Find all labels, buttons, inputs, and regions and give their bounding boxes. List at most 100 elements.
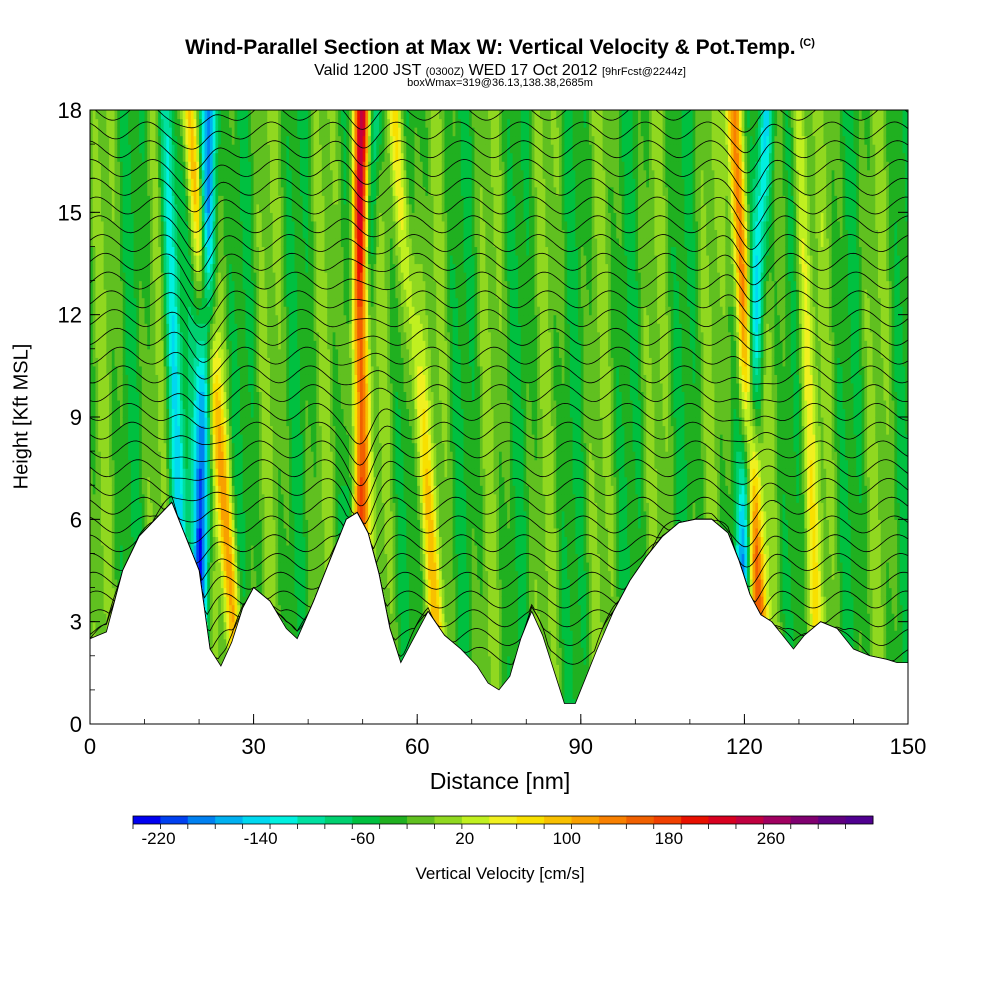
- velocity-cell: [182, 280, 187, 290]
- velocity-cell: [111, 365, 116, 375]
- velocity-cell: [171, 476, 176, 486]
- velocity-cell: [149, 135, 154, 145]
- velocity-cell: [166, 237, 170, 248]
- velocity-cell: [163, 169, 167, 179]
- velocity-cell: [90, 553, 94, 563]
- velocity-cell: [144, 169, 148, 179]
- velocity-cell: [114, 519, 118, 529]
- velocity-cell: [147, 417, 151, 427]
- velocity-cell: [190, 118, 195, 128]
- velocity-cell: [114, 561, 118, 572]
- velocity-cell: [158, 178, 162, 188]
- velocity-cell: [152, 152, 157, 162]
- velocity-cell: [193, 374, 197, 384]
- velocity-cell: [171, 118, 176, 128]
- velocity-cell: [179, 144, 184, 154]
- velocity-cell: [190, 519, 195, 529]
- velocity-cell: [166, 135, 170, 145]
- velocity-cell: [182, 382, 187, 393]
- velocity-cell: [117, 399, 121, 410]
- velocity-cell: [196, 374, 200, 384]
- velocity-cell: [141, 382, 146, 393]
- velocity-cell: [188, 220, 192, 230]
- velocity-cell: [188, 178, 192, 188]
- velocity-cell: [193, 212, 197, 222]
- velocity-cell: [141, 127, 146, 137]
- velocity-cell: [190, 510, 195, 520]
- velocity-cell: [117, 297, 121, 307]
- velocity-cell: [90, 169, 94, 179]
- velocity-cell: [103, 110, 107, 120]
- velocity-cell: [119, 357, 124, 367]
- velocity-cell: [163, 391, 167, 401]
- velocity-cell: [158, 502, 162, 512]
- velocity-cell: [98, 314, 102, 324]
- velocity-cell: [169, 374, 173, 384]
- velocity-cell: [106, 135, 110, 145]
- velocity-cell: [144, 203, 148, 213]
- velocity-cell: [98, 553, 102, 563]
- velocity-cell: [114, 254, 118, 265]
- velocity-cell: [190, 254, 195, 265]
- velocity-cell: [155, 459, 159, 469]
- velocity-cell: [92, 110, 97, 120]
- velocity-cell: [147, 237, 151, 248]
- velocity-cell: [190, 169, 195, 179]
- velocity-cell: [117, 220, 121, 230]
- velocity-cell: [106, 161, 110, 171]
- velocity-cell: [144, 510, 148, 520]
- velocity-cell: [114, 118, 118, 128]
- velocity-cell: [163, 306, 167, 316]
- velocity-cell: [133, 118, 137, 128]
- velocity-cell: [139, 502, 143, 512]
- velocity-cell: [144, 254, 148, 265]
- velocity-cell: [90, 451, 94, 461]
- velocity-cell: [139, 357, 143, 367]
- velocity-cell: [188, 152, 192, 162]
- velocity-cell: [98, 195, 102, 205]
- velocity-cell: [182, 451, 187, 461]
- velocity-cell: [149, 280, 154, 290]
- velocity-cell: [106, 272, 110, 282]
- velocity-cell: [193, 527, 197, 537]
- velocity-cell: [155, 152, 159, 162]
- velocity-cell: [144, 374, 148, 384]
- velocity-cell: [125, 434, 129, 444]
- velocity-cell: [163, 417, 167, 427]
- velocity-cell: [130, 382, 135, 393]
- velocity-cell: [136, 331, 140, 341]
- velocity-cell: [109, 178, 113, 188]
- velocity-cell: [114, 579, 118, 589]
- velocity-cell: [141, 493, 146, 503]
- velocity-cell: [122, 357, 127, 367]
- velocity-cell: [128, 417, 132, 427]
- velocity-cell: [152, 442, 157, 452]
- velocity-cell: [92, 399, 97, 410]
- velocity-cell: [128, 229, 132, 239]
- velocity-cell: [92, 630, 97, 640]
- velocity-cell: [160, 118, 165, 128]
- velocity-cell: [174, 374, 178, 384]
- velocity-cell: [144, 263, 148, 273]
- velocity-cell: [133, 365, 137, 375]
- velocity-cell: [111, 561, 116, 572]
- velocity-cell: [166, 203, 170, 213]
- velocity-cell: [188, 399, 192, 410]
- velocity-cell: [141, 502, 146, 512]
- velocity-cell: [155, 254, 159, 265]
- velocity-cell: [95, 203, 99, 213]
- velocity-cell: [117, 382, 121, 393]
- velocity-cell: [144, 220, 148, 230]
- velocity-cell: [109, 408, 113, 418]
- velocity-cell: [158, 263, 162, 273]
- velocity-cell: [177, 297, 181, 307]
- velocity-cell: [117, 408, 121, 418]
- velocity-cell: [90, 536, 94, 546]
- velocity-cell: [90, 323, 94, 333]
- velocity-cell: [174, 323, 178, 333]
- velocity-cell: [100, 425, 105, 435]
- velocity-cell: [160, 220, 165, 230]
- velocity-cell: [106, 237, 110, 248]
- velocity-cell: [171, 203, 176, 213]
- velocity-cell: [141, 331, 146, 341]
